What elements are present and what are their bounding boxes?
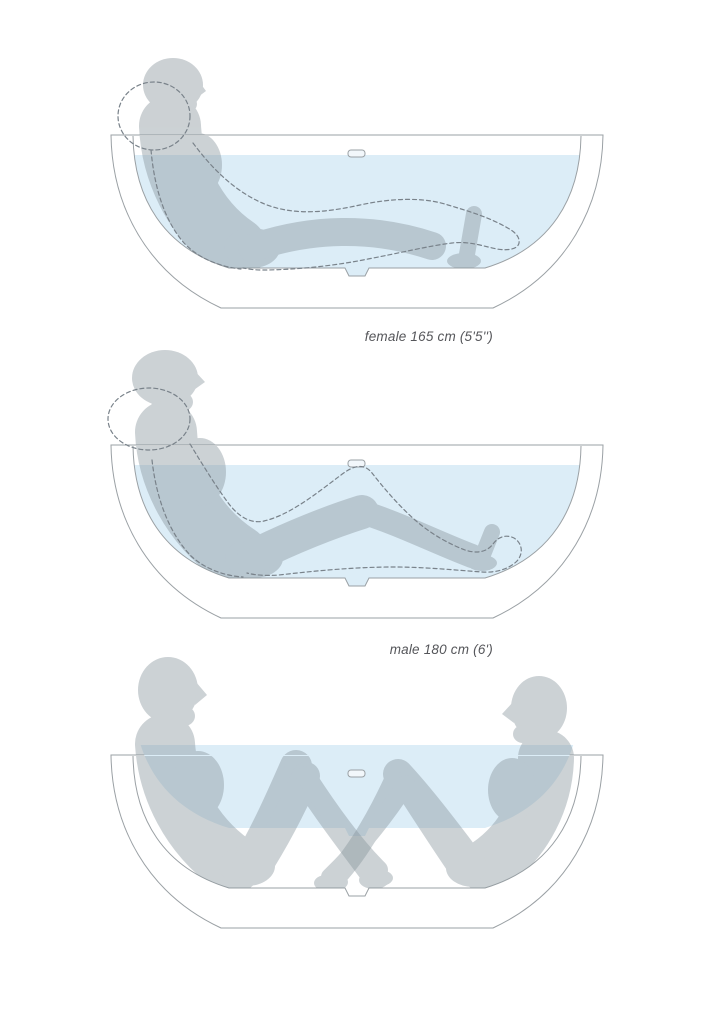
chest <box>174 438 226 506</box>
hip <box>225 538 283 578</box>
body-outline-front <box>192 142 520 271</box>
torso <box>135 401 269 586</box>
bathtub <box>110 134 604 309</box>
neck <box>146 708 181 766</box>
body-outline-front <box>189 443 522 576</box>
shin <box>284 754 384 886</box>
female-silhouette <box>139 58 482 276</box>
overflow-fitting <box>347 769 366 778</box>
foot <box>359 871 389 889</box>
nose <box>194 76 206 100</box>
caption-female: female 165 cm (5'5'') <box>364 329 493 344</box>
foot <box>458 206 482 268</box>
head <box>511 676 567 740</box>
head <box>138 657 198 723</box>
head <box>132 350 198 406</box>
diagram-female-bath <box>110 58 604 309</box>
jaw <box>513 725 533 743</box>
thigh-2 <box>242 762 320 884</box>
water <box>133 465 581 586</box>
overflow-fitting <box>347 459 366 468</box>
chest <box>174 133 222 197</box>
jaw <box>175 95 197 113</box>
nose <box>191 368 205 392</box>
bathtub <box>110 745 604 929</box>
neck <box>528 725 563 779</box>
overflow-fitting <box>347 149 366 158</box>
diagram-male-bath <box>107 350 604 619</box>
nose <box>195 682 207 705</box>
shin <box>350 500 484 568</box>
leg <box>238 218 446 262</box>
bathtub <box>110 444 604 619</box>
thigh <box>237 495 379 573</box>
shin-2 <box>321 775 415 886</box>
shin-2 <box>296 766 388 880</box>
bathtub-inner-wall <box>132 445 582 587</box>
hip <box>446 849 500 887</box>
neck <box>143 394 179 458</box>
headrest-outline <box>117 81 191 151</box>
caption-male: male 180 cm (6') <box>389 642 493 657</box>
hip <box>224 228 280 268</box>
shin <box>325 763 409 887</box>
foot <box>320 873 348 891</box>
diagram-two-person-bath <box>110 657 604 929</box>
head <box>143 58 203 112</box>
male-silhouette <box>132 350 500 586</box>
heel <box>467 555 497 571</box>
chest <box>172 751 224 819</box>
left-person-silhouette <box>135 657 393 894</box>
chest <box>488 758 536 822</box>
headrest-outline <box>107 387 191 451</box>
nose <box>502 702 514 723</box>
water <box>133 155 581 276</box>
body-outline-back <box>150 149 242 270</box>
neck <box>151 93 185 153</box>
body-outline-back <box>151 459 244 578</box>
alternate-position-outline <box>107 387 522 578</box>
thigh <box>232 750 312 880</box>
jaw <box>173 706 195 726</box>
thigh <box>383 759 487 881</box>
foot <box>472 524 500 570</box>
hip <box>219 846 275 886</box>
foot-2 <box>314 875 338 891</box>
right-person-silhouette <box>314 676 574 894</box>
torso <box>135 714 262 894</box>
alternate-position-outline <box>117 81 520 271</box>
torso <box>460 730 574 894</box>
bathtub-inner-wall <box>132 135 582 277</box>
torso <box>139 95 267 276</box>
foot-2 <box>367 870 393 886</box>
heel <box>447 253 481 269</box>
bathtub-inner-wall <box>132 755 582 897</box>
thigh-2 <box>393 771 477 885</box>
